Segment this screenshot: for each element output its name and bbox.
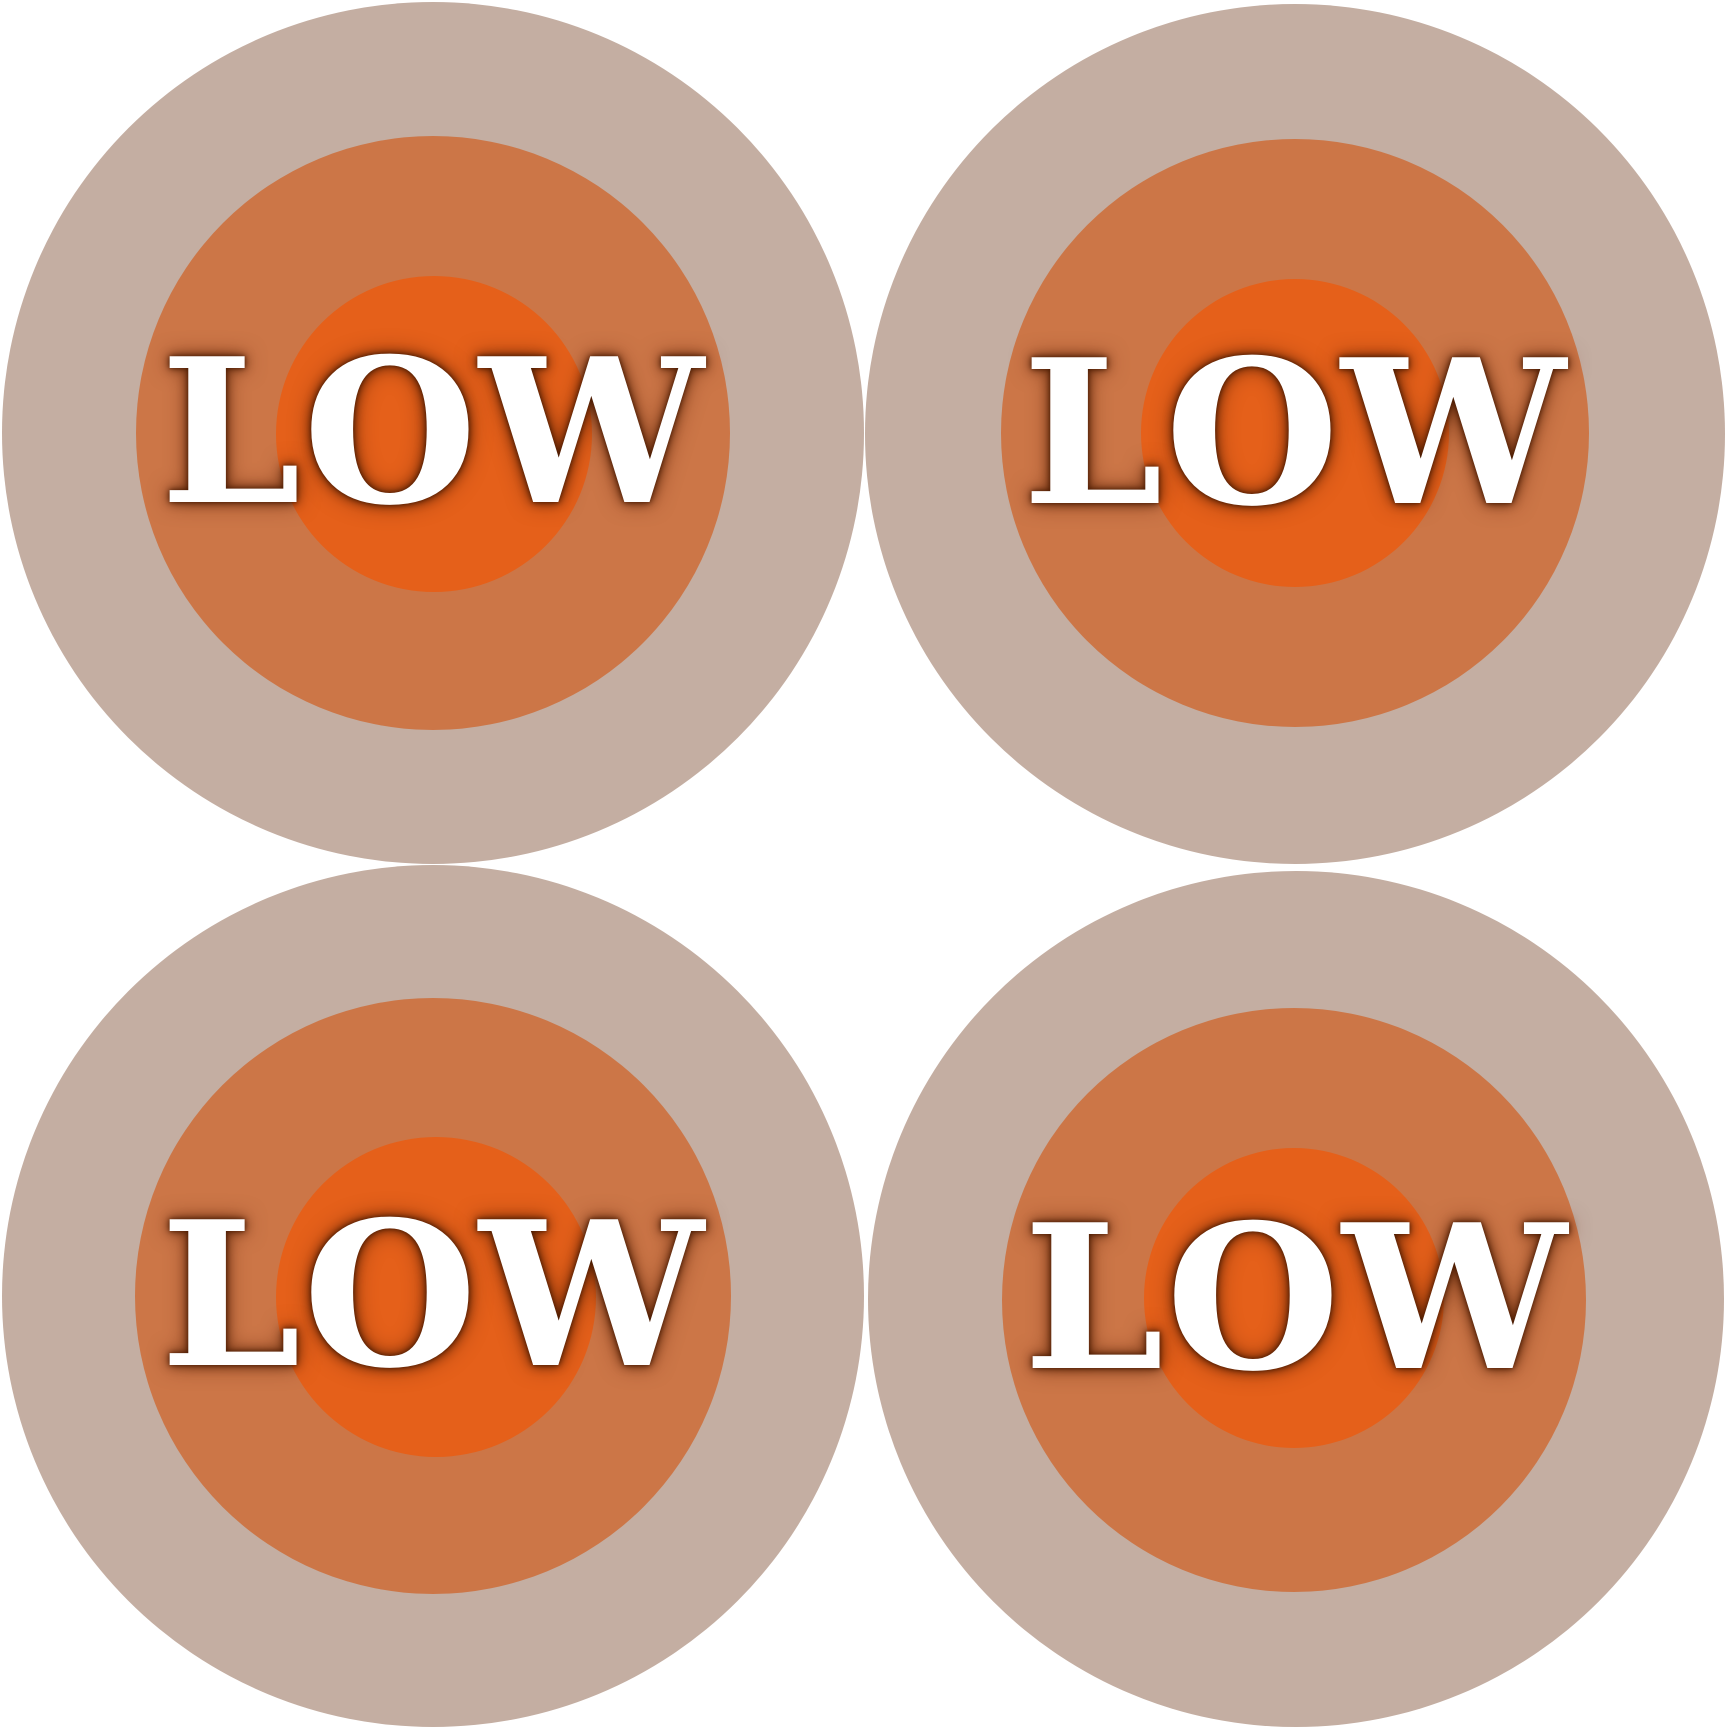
low-badge-top-left: LOW	[2, 2, 864, 864]
low-badge-bottom-left: LOW	[2, 865, 864, 1727]
inner-circle	[1144, 1148, 1444, 1448]
inner-circle	[1141, 279, 1449, 587]
low-badge-bottom-right: LOW	[868, 871, 1724, 1727]
inner-circle	[276, 276, 592, 592]
badge-label: LOW	[1023, 1181, 1569, 1416]
low-badge-top-right: LOW	[865, 4, 1725, 864]
badge-label: LOW	[160, 1178, 706, 1413]
badge-label: LOW	[160, 315, 706, 550]
badge-label: LOW	[1022, 316, 1568, 551]
inner-circle	[276, 1137, 596, 1457]
